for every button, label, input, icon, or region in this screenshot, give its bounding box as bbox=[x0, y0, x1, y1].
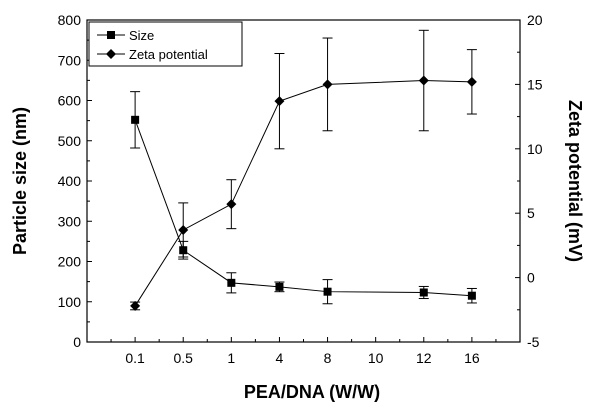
right-tick-label: 15 bbox=[527, 76, 543, 92]
series-size bbox=[130, 91, 477, 305]
left-tick-label: 300 bbox=[58, 213, 82, 229]
legend-item: Zeta potential bbox=[97, 47, 208, 62]
plot-border bbox=[86, 19, 521, 343]
left-tick-label: 400 bbox=[58, 173, 82, 189]
legend-item: Size bbox=[97, 28, 154, 43]
data-point bbox=[178, 224, 189, 235]
legend-marker bbox=[107, 31, 115, 39]
left-tick-label: 100 bbox=[58, 294, 82, 310]
data-point bbox=[418, 75, 429, 86]
left-y-axis: 0 100 200 300 400 500 600 700 800 bbox=[58, 12, 92, 350]
right-y-axis: -5 0 5 10 15 20 bbox=[515, 12, 543, 350]
series-zeta-potential bbox=[130, 29, 477, 311]
legend-label: Size bbox=[129, 28, 154, 43]
x-tick-label: 10 bbox=[368, 350, 384, 366]
data-point bbox=[419, 288, 428, 297]
series-line bbox=[134, 80, 472, 307]
data-point bbox=[466, 76, 477, 87]
x-tick-label: 16 bbox=[464, 350, 480, 366]
data-point bbox=[227, 278, 236, 287]
x-tick-label: 1 bbox=[227, 350, 235, 366]
series-line bbox=[134, 119, 472, 297]
x-tick-label: 4 bbox=[276, 350, 284, 366]
data-point bbox=[131, 115, 140, 124]
data-point bbox=[467, 291, 476, 300]
x-axis-title: PEA/DNA (W/W) bbox=[244, 382, 380, 402]
left-tick-label: 500 bbox=[58, 133, 82, 149]
right-tick-label: 10 bbox=[527, 141, 543, 157]
x-tick-label: 0.5 bbox=[173, 350, 193, 366]
series-layer bbox=[130, 29, 477, 311]
right-tick-label: 0 bbox=[527, 270, 535, 286]
data-point bbox=[322, 79, 333, 90]
legend-box bbox=[88, 21, 243, 67]
left-tick-label: 200 bbox=[58, 254, 82, 270]
legend-marker bbox=[106, 49, 116, 59]
left-tick-label: 600 bbox=[58, 93, 82, 109]
data-point bbox=[323, 287, 332, 296]
plot-frame bbox=[86, 19, 521, 343]
x-tick-label: 0.1 bbox=[125, 350, 145, 366]
left-tick-label: 800 bbox=[58, 12, 82, 28]
right-y-axis-title: Zeta potential (mV) bbox=[565, 100, 585, 262]
data-point bbox=[274, 96, 285, 107]
left-y-axis-title: Particle size (nm) bbox=[10, 107, 30, 255]
data-point bbox=[130, 300, 141, 311]
x-tick-label: 12 bbox=[416, 350, 432, 366]
legend: Size Zeta potential bbox=[88, 21, 243, 67]
left-tick-label: 700 bbox=[58, 52, 82, 68]
x-tick-label: 8 bbox=[324, 350, 332, 366]
right-tick-label: 20 bbox=[527, 12, 543, 28]
legend-label: Zeta potential bbox=[129, 47, 208, 62]
left-tick-label: 0 bbox=[73, 334, 81, 350]
data-point bbox=[275, 282, 284, 291]
right-tick-label: 5 bbox=[527, 205, 535, 221]
right-tick-label: -5 bbox=[527, 334, 540, 350]
x-axis: 0.1 0.5 1 4 8 10 12 16 bbox=[110, 337, 497, 366]
data-point bbox=[226, 199, 237, 210]
